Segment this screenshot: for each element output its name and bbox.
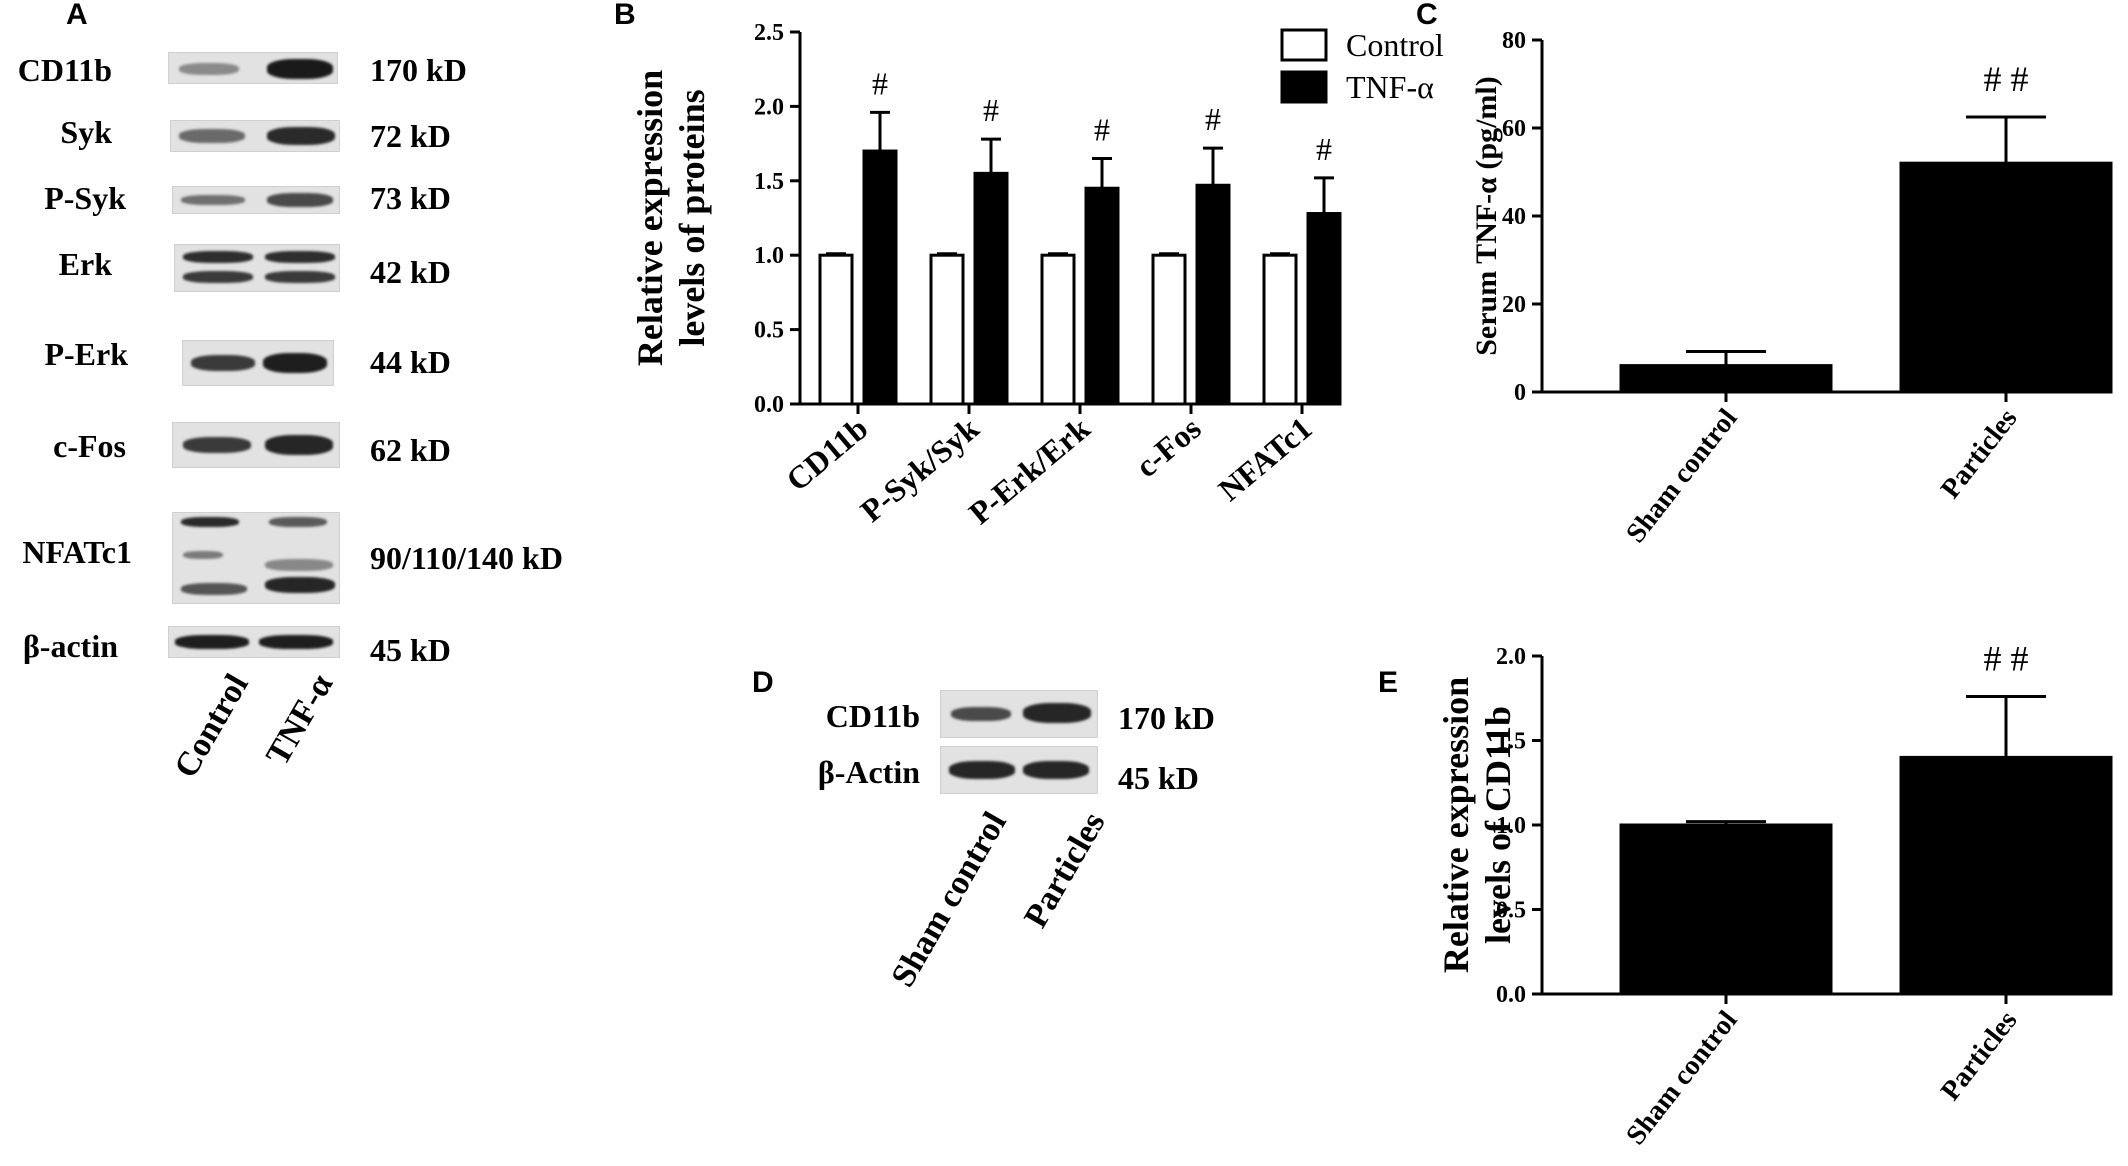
blot-a-label-erk: Erk <box>58 246 112 282</box>
bar-1 <box>1899 161 2113 394</box>
chart-b: 0.0 0.5 1.0 1.5 2.0 2.5 Relative expression lev… <box>630 20 1444 531</box>
x-tick-label: P-Syk/Syk <box>853 410 985 529</box>
y-tick-label: 0.5 <box>1496 898 1526 924</box>
blot-d-strip-cd11b <box>940 690 1098 738</box>
y-tick-label: 1.0 <box>754 243 784 269</box>
y-axis-label: Serum TNF-α (pg/ml) <box>1470 76 1503 356</box>
y-axis-label: levels of proteins <box>672 89 712 346</box>
blot-a-strip-cd11b <box>168 52 338 84</box>
y-axis-label: levels of CD11b <box>1478 706 1518 944</box>
y-tick-label: 2.0 <box>1496 644 1526 670</box>
blot-a-strip-syk <box>170 120 340 152</box>
blot-d-label-bactin: β-Actin <box>817 754 920 790</box>
blot-a-kd-syk: 72 kD <box>370 118 451 154</box>
y-tick-label: 1.0 <box>1496 813 1526 839</box>
y-tick-label: 0.0 <box>754 392 784 418</box>
y-axis-label: Relative expression <box>630 70 670 366</box>
blot-a-label-bactin: β-actin <box>22 628 118 664</box>
blot-a-strip-cfos <box>172 422 340 468</box>
blot-d-strip-bactin <box>940 746 1098 794</box>
y-tick-label: 0.0 <box>1496 982 1526 1008</box>
blot-d-kd-cd11b: 170 kD <box>1118 700 1215 736</box>
significance-mark: # <box>872 65 888 101</box>
bar-0 <box>1619 823 1833 996</box>
blot-a-label-syk: Syk <box>60 114 112 150</box>
bar-tnf-2 <box>1084 186 1120 406</box>
x-tick-label: NFATc1 <box>1211 410 1318 508</box>
blot-a-label-cd11b: CD11b <box>17 52 112 88</box>
significance-mark: # <box>983 92 999 128</box>
x-tick-label: Sham control <box>1620 1005 1743 1151</box>
y-tick-label: 2.0 <box>754 94 784 120</box>
blot-a-kd-cd11b: 170 kD <box>370 52 467 88</box>
x-tick-label: c-Fos <box>1129 410 1208 484</box>
blot-a-strip-nfatc1 <box>172 512 340 604</box>
y-tick-label: 1.5 <box>1496 729 1526 755</box>
panel-letter-e: E <box>1378 666 1399 699</box>
blot-a-kd-nfatc1: 90/110/140 kD <box>370 540 563 576</box>
bar-control-4 <box>1262 253 1298 406</box>
y-axis-label: Relative expression <box>1436 677 1476 973</box>
bar-control-2 <box>1040 253 1076 406</box>
blot-a-kd-psyk: 73 kD <box>370 180 451 216</box>
blot-a-kd-cfos: 62 kD <box>370 432 451 468</box>
blot-a-label-perk: P-Erk <box>44 336 128 372</box>
blot-a-label-psyk: P-Syk <box>44 180 126 216</box>
y-tick-label: 20 <box>1502 292 1526 318</box>
bar-control-3 <box>1151 253 1187 406</box>
panel-letter-b: B <box>614 0 636 31</box>
blot-a-strip-erk <box>174 244 340 292</box>
x-tick-label: P-Erk/Erk <box>962 410 1097 531</box>
chart-c: 0 20 40 60 80 Serum TNF-α (pg/ml) Sham control… <box>1470 28 2113 549</box>
bar-tnf-3 <box>1195 183 1231 406</box>
legend-label: TNF-α <box>1346 69 1434 105</box>
blot-a-label-nfatc1: NFATc1 <box>22 534 132 570</box>
bar-1 <box>1899 755 2113 996</box>
panel-letter-c: C <box>1416 0 1438 31</box>
significance-mark: # # <box>1984 639 2029 679</box>
y-tick-label: 0 <box>1514 380 1526 406</box>
blot-a-kd-perk: 44 kD <box>370 344 451 380</box>
blot-a-strip-psyk <box>172 186 340 214</box>
y-tick-label: 0.5 <box>754 318 784 344</box>
bar-tnf-4 <box>1306 212 1342 406</box>
panel-letter-d: D <box>752 666 774 699</box>
legend-swatch <box>1280 70 1328 104</box>
significance-mark: # <box>1205 101 1221 137</box>
bar-control-1 <box>929 253 965 406</box>
bar-control-0 <box>818 253 854 406</box>
x-tick-label: CD11b <box>779 410 874 498</box>
blot-a-kd-bactin: 45 kD <box>370 632 451 668</box>
significance-mark: # <box>1094 111 1110 147</box>
blot-a-kd-erk: 42 kD <box>370 254 451 290</box>
y-tick-label: 2.5 <box>754 20 784 46</box>
y-tick-label: 80 <box>1502 28 1526 54</box>
significance-mark: # # <box>1984 59 2029 99</box>
blot-a-label-cfos: c-Fos <box>53 428 126 464</box>
bar-tnf-0 <box>862 149 898 406</box>
blot-d-label-cd11b: CD11b <box>825 698 920 734</box>
blot-d-kd-bactin: 45 kD <box>1118 760 1199 796</box>
significance-mark: # <box>1316 131 1332 167</box>
y-tick-label: 1.5 <box>754 169 784 195</box>
blot-a-strip-bactin <box>168 626 340 658</box>
legend-swatch <box>1280 28 1328 62</box>
x-tick-label: Sham control <box>1620 403 1743 549</box>
blot-a-strip-perk <box>182 340 334 386</box>
panel-letter-a: A <box>66 0 88 31</box>
bar-tnf-1 <box>973 171 1009 406</box>
x-tick-label: Particles <box>1935 1005 2024 1106</box>
y-tick-label: 40 <box>1502 204 1526 230</box>
legend-label: Control <box>1346 27 1444 63</box>
y-tick-label: 60 <box>1502 116 1526 142</box>
bar-0 <box>1619 364 1833 394</box>
x-tick-label: Particles <box>1935 403 2024 504</box>
chart-e: 0.0 0.5 1.0 1.5 2.0 Relative expression levels… <box>1436 639 2113 1151</box>
